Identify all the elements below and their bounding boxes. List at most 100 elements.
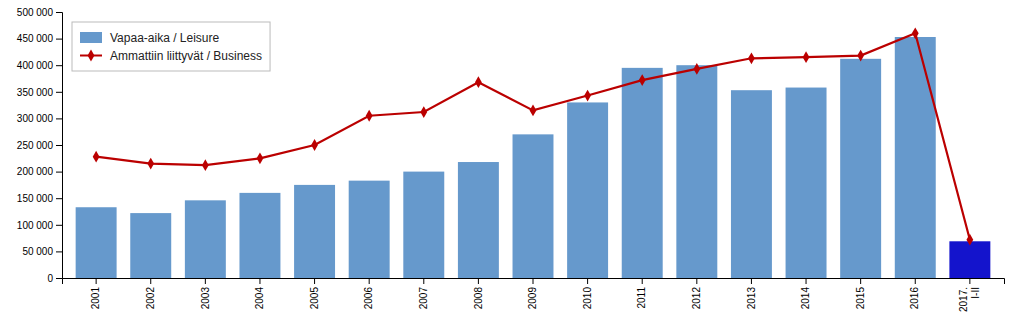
x-tick-mark xyxy=(969,278,970,284)
legend-box xyxy=(72,22,270,71)
x-tick-mark xyxy=(423,278,424,284)
y-tick-label: 400 000 xyxy=(17,60,54,71)
bar xyxy=(513,134,554,278)
y-tick-mark xyxy=(56,39,62,40)
x-tick-label-line: 2002 xyxy=(145,287,156,310)
marker xyxy=(748,52,755,64)
bar xyxy=(76,207,117,278)
legend-label: Vapaa-aika / Leisure xyxy=(110,31,220,45)
bar xyxy=(949,241,990,278)
x-tick-label: 2005 xyxy=(309,287,320,310)
x-tick-label-line: 2011 xyxy=(636,287,647,309)
y-tick-mark xyxy=(56,12,62,13)
x-tick: 2003 xyxy=(200,278,211,309)
line-series xyxy=(93,27,974,245)
y-tick: 500 000 xyxy=(17,7,62,18)
marker xyxy=(257,152,264,164)
x-tick-label: 2002 xyxy=(145,287,156,310)
y-tick: 100 000 xyxy=(17,220,62,231)
marker xyxy=(475,76,482,88)
x-tick-label: 2016 xyxy=(909,287,920,310)
bar xyxy=(622,68,663,278)
x-tick: 2007 xyxy=(418,278,429,309)
bar xyxy=(786,88,827,278)
x-tick: 2010 xyxy=(582,278,593,309)
bar xyxy=(567,102,608,278)
x-tick: 2016 xyxy=(909,278,920,309)
x-tick-label-line: 2005 xyxy=(309,287,320,310)
x-tick-mark xyxy=(751,278,752,284)
y-tick: 50 000 xyxy=(22,246,62,257)
x-tick-label: 2006 xyxy=(363,287,374,310)
x-tick-mark xyxy=(587,278,588,284)
x-tick: 2005 xyxy=(309,278,320,309)
x-tick-label: 2003 xyxy=(200,287,211,310)
x-axis: 2001 2002 2003 2004 2005 2006 2007 2008 2009 2010… xyxy=(63,278,1005,312)
y-tick: 400 000 xyxy=(17,60,62,71)
x-tick-label-line: I-II xyxy=(970,287,981,299)
x-tick-mark xyxy=(533,278,534,284)
x-tick: 2013 xyxy=(746,278,757,309)
chart: 0 50 000 100 000 150 000 200 000 250 000 300 0… xyxy=(0,0,1024,330)
x-tick-mark xyxy=(642,278,643,284)
marker xyxy=(912,27,919,39)
x-tick-label-line: 2003 xyxy=(200,287,211,310)
y-tick: 200 000 xyxy=(17,166,62,177)
y-axis: 0 50 000 100 000 150 000 200 000 250 000 300 0… xyxy=(17,7,63,284)
x-tick-mark xyxy=(96,278,97,284)
y-tick: 0 xyxy=(47,273,62,284)
y-tick-mark xyxy=(56,198,62,199)
x-tick-label-line: 2008 xyxy=(473,287,484,310)
bar xyxy=(185,200,226,278)
y-tick-label: 500 000 xyxy=(17,7,54,18)
x-tick-label: 2014 xyxy=(800,287,811,310)
x-tick: 2004 xyxy=(254,278,265,309)
x-tick-mark xyxy=(915,278,916,284)
marker xyxy=(803,51,810,63)
marker xyxy=(530,105,537,117)
bar xyxy=(895,37,936,278)
x-tick: 2014 xyxy=(800,278,811,309)
x-tick: 2011 xyxy=(636,278,647,309)
x-tick-label: 2011 xyxy=(636,287,647,309)
bar xyxy=(130,213,171,278)
marker xyxy=(639,74,646,86)
x-tick-label-line: 2004 xyxy=(254,287,265,310)
marker xyxy=(584,90,591,102)
x-tick: 2001 xyxy=(90,278,101,309)
legend: Vapaa-aika / Leisure Ammattiin liittyvät … xyxy=(72,22,270,71)
x-tick: 2009 xyxy=(527,278,538,309)
x-tick-label-line: 2016 xyxy=(909,287,920,310)
legend-item: Ammattiin liittyvät / Business xyxy=(80,49,262,63)
x-tick-label: 2008 xyxy=(473,287,484,310)
x-tick: 2006 xyxy=(363,278,374,309)
y-tick-mark xyxy=(56,145,62,146)
y-tick-mark xyxy=(56,251,62,252)
x-tick-label-line: 2013 xyxy=(746,287,757,310)
x-tick-label-line: 2014 xyxy=(800,287,811,310)
x-tick-label-line: 2009 xyxy=(527,287,538,310)
y-tick-mark xyxy=(56,65,62,66)
x-tick-label-line: 2017. xyxy=(958,287,969,312)
y-tick: 250 000 xyxy=(17,140,62,151)
y-tick: 450 000 xyxy=(17,33,62,44)
y-tick-label: 300 000 xyxy=(17,113,54,124)
y-tick-label: 250 000 xyxy=(17,140,54,151)
bar xyxy=(458,162,499,278)
y-axis-line xyxy=(56,13,63,279)
y-tick-label: 350 000 xyxy=(17,87,54,98)
y-tick-label: 150 000 xyxy=(17,193,54,204)
x-tick-label: 2013 xyxy=(746,287,757,310)
marker xyxy=(202,159,209,171)
x-tick: 2015 xyxy=(855,278,866,309)
x-tick-label-line: 2010 xyxy=(582,287,593,310)
y-tick-mark xyxy=(56,92,62,93)
y-tick-label: 450 000 xyxy=(17,33,54,44)
y-tick-mark xyxy=(56,225,62,226)
x-tick-label: 2015 xyxy=(855,287,866,310)
legend-marker xyxy=(88,50,95,62)
y-tick-mark xyxy=(56,118,62,119)
x-tick-mark xyxy=(314,278,315,284)
bar xyxy=(840,59,881,278)
x-tick-mark xyxy=(478,278,479,284)
